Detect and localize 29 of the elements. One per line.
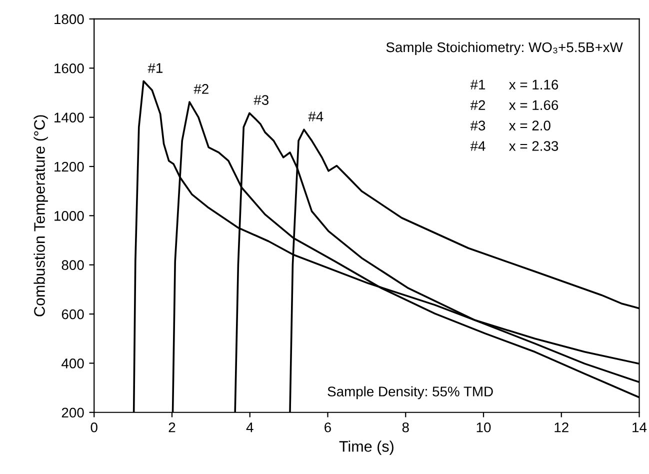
x-tick-label: 8 [402,422,409,432]
x-tick-label: 12 [554,422,568,432]
annotation: #1 x = 1.16 [470,80,558,90]
annotation: #4 x = 2.33 [470,141,558,151]
x-tick-label: 4 [246,422,254,432]
series-label: #3 [254,95,268,105]
x-tick-label: 14 [632,422,647,432]
y-tick-label: 400 [62,358,84,368]
annotation: Sample Stoichiometry: WO₃+5.5B+xW [386,42,623,55]
series-label: #1 [148,63,162,73]
annotation: #2 x = 1.66 [470,100,558,110]
x-tick-label: 0 [90,422,98,432]
annotation: #3 x = 2.0 [470,120,550,130]
y-tick-label: 1400 [54,112,84,122]
y-tick-label: 800 [62,260,84,270]
y-tick-label: 200 [62,408,84,418]
series-label: #4 [308,112,324,122]
y-tick-label: 1200 [54,162,84,172]
x-tick-label: 10 [476,422,491,432]
series-label: #2 [194,84,208,94]
y-tick-label: 600 [62,309,84,320]
y-axis-title: Combustion Temperature (°C) [34,115,48,316]
y-tick-label: 1000 [54,211,84,221]
y-tick-label: 1800 [54,14,84,24]
annotation: Sample Density: 55% TMD [328,386,493,400]
x-tick-label: 2 [168,422,176,432]
x-tick-label: 6 [324,422,331,432]
x-axis-title: Time (s) [339,440,394,455]
y-tick-label: 1600 [54,63,84,74]
